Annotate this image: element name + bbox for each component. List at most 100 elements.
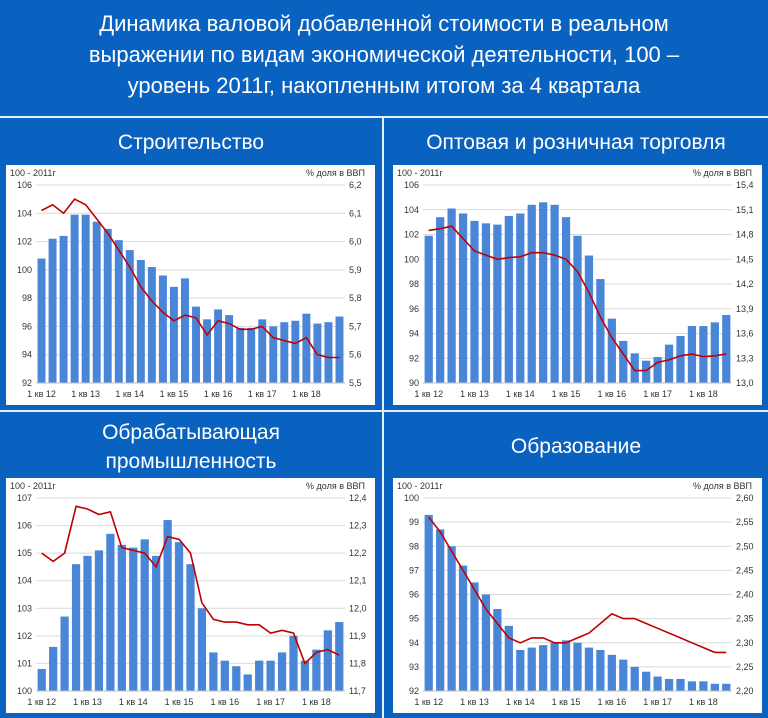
trade-y-tick: 94 — [409, 329, 419, 339]
construction-y2-tick: 6,0 — [349, 237, 362, 247]
manufacturing-x-tick: 1 кв 15 — [165, 697, 194, 707]
manufacturing-bar — [277, 652, 287, 691]
construction-bar — [147, 267, 156, 383]
education-x-tick: 1 кв 14 — [506, 697, 535, 707]
education-bar — [539, 645, 548, 691]
trade-y-tick: 98 — [409, 279, 419, 289]
trade-y2-tick: 15,1 — [736, 205, 754, 215]
manufacturing-y-tick: 101 — [17, 658, 32, 668]
panel-title-manufacturing-line-1: Обрабатывающая — [102, 421, 280, 444]
construction-bar — [81, 214, 90, 383]
construction-x-tick: 1 кв 14 — [115, 389, 144, 399]
education-y-tick: 92 — [409, 686, 419, 696]
chart-education-svg: 100 - 2011г % доля в ВВП 92 93 94 95 96 97 98 99 1… — [397, 481, 754, 707]
construction-bar — [247, 327, 256, 383]
education-bar — [687, 681, 697, 691]
manufacturing-y2-tick: 11,8 — [349, 658, 366, 668]
construction-share-line — [41, 198, 340, 359]
trade-share-line — [428, 225, 727, 372]
manufacturing-bar — [220, 660, 229, 691]
trade-y2-tick: 13,9 — [736, 304, 754, 314]
manufacturing-x-tick: 1 кв 13 — [73, 697, 102, 707]
education-bar — [664, 678, 674, 691]
trade-y2-tick: 14,2 — [736, 279, 754, 289]
trade-x-tick: 1 кв 12 — [414, 389, 443, 399]
construction-y-tick: 98 — [22, 293, 32, 303]
education-bar — [607, 654, 616, 691]
trade-bar — [664, 344, 674, 383]
trade-bar — [447, 208, 456, 383]
manufacturing-bar — [174, 542, 184, 691]
manufacturing-right-axis-label: % доля в ВВП — [306, 481, 365, 491]
manufacturing-bar — [255, 660, 264, 691]
education-bar — [481, 594, 491, 691]
construction-y-tick: 92 — [22, 378, 32, 388]
manufacturing-y-tick: 102 — [17, 631, 32, 641]
construction-y-tick: 96 — [22, 321, 32, 331]
education-y-tick: 98 — [409, 541, 419, 551]
trade-bar — [607, 318, 616, 383]
manufacturing-bar — [60, 616, 69, 691]
education-y-tick: 95 — [409, 614, 419, 624]
chart-construction-svg: 100 - 2011г % доля в ВВП 92 94 96 98 100 102 104… — [10, 168, 365, 399]
trade-bar — [676, 335, 685, 383]
trade-bar — [504, 215, 513, 383]
manufacturing-bar — [186, 564, 195, 691]
education-y-tick: 94 — [409, 638, 419, 648]
chart-trade: 100 - 2011г % доля в ВВП 90 92 94 96 98 100 102 1… — [393, 165, 762, 405]
manufacturing-x-tick: 1 кв 17 — [256, 697, 285, 707]
manufacturing-y-tick: 107 — [17, 493, 32, 503]
trade-bar — [710, 322, 719, 383]
divider-middle — [0, 410, 768, 412]
chart-construction: 100 - 2011г % доля в ВВП 92 94 96 98 100 102 104… — [6, 165, 375, 405]
manufacturing-bar — [49, 646, 58, 691]
construction-left-axis-label: 100 - 2011г — [10, 168, 56, 178]
construction-bar — [59, 235, 68, 383]
trade-bar — [699, 326, 708, 383]
manufacturing-x-tick: 1 кв 16 — [210, 697, 239, 707]
trade-bar — [470, 220, 479, 383]
construction-bar — [203, 319, 212, 383]
trade-bar — [642, 360, 651, 383]
trade-x-tick: 1 кв 15 — [552, 389, 581, 399]
construction-y2-tick: 5,5 — [349, 378, 362, 388]
manufacturing-x-tick: 1 кв 14 — [119, 697, 148, 707]
trade-bar — [630, 353, 639, 383]
manufacturing-y2-tick: 12,0 — [349, 603, 367, 613]
education-bar — [619, 659, 628, 691]
panel-title-manufacturing: Обрабатывающая промышленность — [0, 418, 382, 476]
construction-bar — [302, 313, 311, 383]
construction-bar — [70, 214, 79, 383]
education-y-tick: 96 — [409, 590, 419, 600]
manufacturing-x-tick: 1 кв 12 — [27, 697, 56, 707]
education-x-tick: 1 кв 15 — [552, 697, 581, 707]
education-bar — [710, 683, 719, 691]
education-y-tick: 97 — [409, 565, 419, 575]
construction-bar — [136, 259, 145, 383]
trade-bar — [573, 235, 582, 383]
manufacturing-left-axis-label: 100 - 2011г — [10, 481, 56, 491]
chart-education: 100 - 2011г % доля в ВВП 92 93 94 95 96 97 98 99 1… — [393, 478, 762, 713]
construction-bar — [181, 278, 189, 383]
construction-bar — [125, 250, 134, 383]
construction-bar — [236, 327, 245, 383]
manufacturing-bar — [117, 544, 126, 691]
panel-title-trade: Оптовая и розничная торговля — [426, 131, 726, 154]
trade-y2-tick: 14,5 — [736, 254, 754, 264]
education-bar — [573, 642, 582, 691]
trade-y-tick: 92 — [409, 353, 419, 363]
construction-y2-tick: 5,9 — [349, 265, 362, 275]
manufacturing-bar — [152, 555, 161, 691]
trade-bar — [436, 217, 445, 383]
chart-manufacturing-svg: 100 - 2011г % доля в ВВП 100 101 102 103 104 10… — [10, 481, 367, 707]
trade-y2-tick: 13,6 — [736, 329, 754, 339]
trade-bar — [516, 213, 525, 383]
manufacturing-bar — [312, 649, 321, 691]
manufacturing-share-line — [41, 505, 340, 665]
education-bar — [642, 671, 651, 691]
trade-y-tick: 100 — [404, 254, 419, 264]
manufacturing-bar — [83, 555, 92, 691]
manufacturing-y-tick: 103 — [17, 603, 32, 613]
education-bar — [504, 625, 513, 691]
education-left-axis-label: 100 - 2011г — [397, 481, 443, 491]
